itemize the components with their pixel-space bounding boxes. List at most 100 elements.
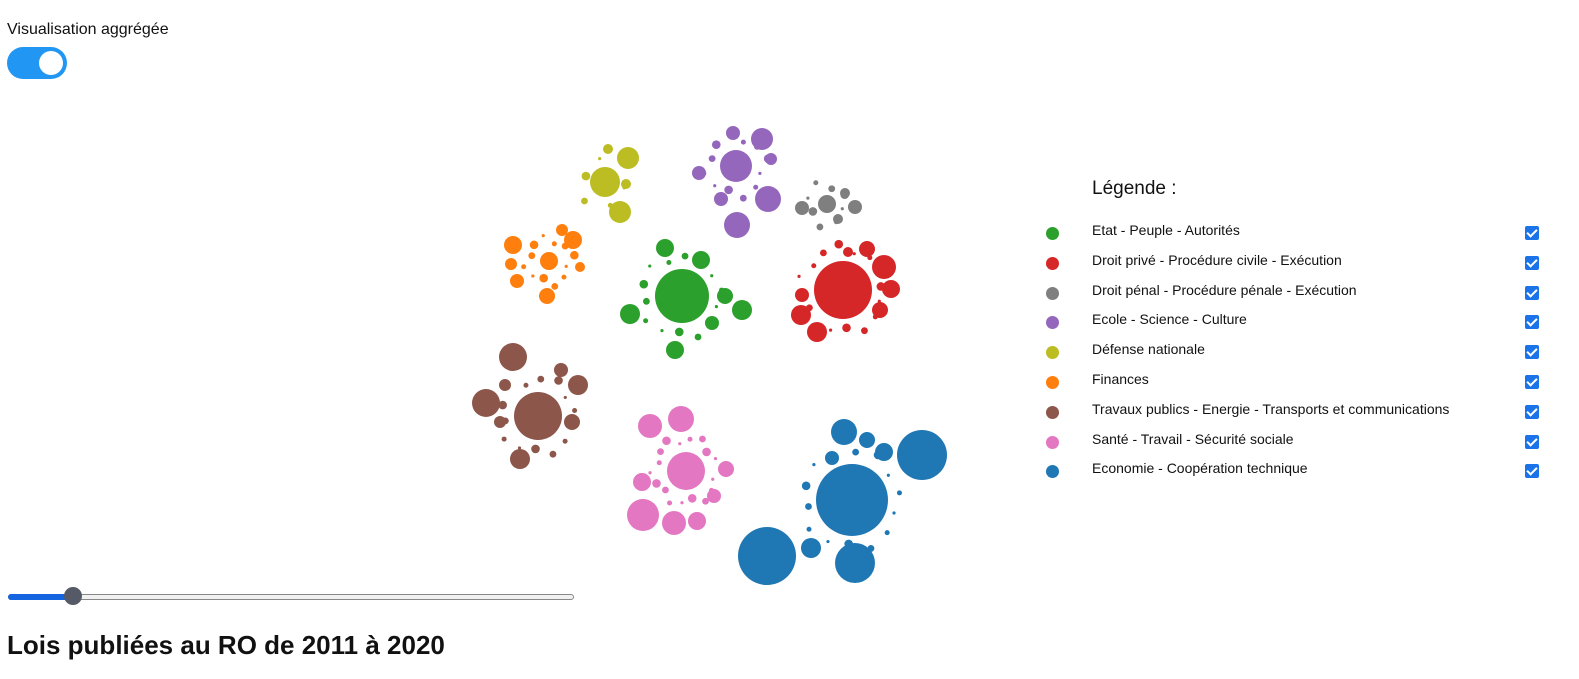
bubble[interactable] [639, 279, 649, 289]
bubble[interactable] [541, 234, 545, 238]
bubble[interactable] [842, 323, 851, 333]
bubble[interactable] [643, 318, 649, 324]
legend-checkbox[interactable] [1525, 375, 1539, 389]
bubble[interactable] [872, 255, 896, 279]
bubble[interactable] [666, 341, 684, 359]
bubble[interactable] [562, 438, 568, 444]
bubble[interactable] [813, 180, 819, 186]
bubble[interactable] [713, 184, 717, 188]
bubble[interactable] [714, 305, 718, 309]
bubble[interactable] [561, 274, 567, 280]
bubble[interactable] [563, 395, 567, 400]
bubble[interactable] [590, 167, 620, 197]
bubble[interactable] [681, 252, 689, 260]
bubble[interactable] [531, 444, 540, 454]
bubble[interactable] [820, 249, 827, 257]
bubble[interactable] [852, 448, 860, 456]
bubble[interactable] [812, 463, 816, 467]
bubble[interactable] [517, 446, 522, 450]
bubble[interactable] [755, 186, 781, 212]
bubble[interactable] [702, 497, 709, 505]
bubble[interactable] [510, 449, 530, 469]
bubble[interactable] [660, 329, 664, 333]
bubble[interactable] [523, 382, 529, 388]
bubble[interactable] [692, 166, 706, 180]
bubble[interactable] [662, 436, 671, 446]
bubble[interactable] [537, 375, 545, 383]
bubble[interactable] [648, 264, 652, 268]
bubble[interactable] [528, 252, 536, 260]
legend-checkbox[interactable] [1525, 434, 1539, 449]
bubble[interactable] [638, 414, 662, 438]
bubble[interactable] [674, 327, 684, 337]
bubble[interactable] [572, 408, 578, 414]
bubble[interactable] [738, 527, 796, 585]
bubble[interactable] [801, 481, 811, 491]
bubble[interactable] [833, 214, 843, 224]
legend-checkbox[interactable] [1525, 226, 1539, 240]
bubble[interactable] [621, 179, 631, 189]
bubble[interactable] [551, 282, 559, 290]
bubble[interactable] [642, 297, 650, 305]
bubble[interactable] [554, 363, 568, 377]
bubble[interactable] [710, 274, 714, 278]
bubble[interactable] [861, 327, 868, 335]
bubble[interactable] [751, 128, 773, 150]
bubble[interactable] [540, 252, 558, 270]
bubble[interactable] [718, 461, 734, 477]
bubble[interactable] [795, 201, 809, 215]
year-slider[interactable] [8, 584, 574, 608]
bubble[interactable] [549, 450, 557, 458]
bubble[interactable] [852, 252, 856, 256]
bubble[interactable] [705, 316, 719, 330]
bubble[interactable] [818, 195, 836, 213]
bubble[interactable] [657, 448, 664, 456]
bubble[interactable] [826, 539, 830, 544]
bubble[interactable] [620, 304, 640, 324]
bubble[interactable] [499, 379, 511, 391]
bubble[interactable] [872, 302, 888, 318]
bubble[interactable] [656, 239, 674, 257]
bubble[interactable] [498, 400, 507, 410]
bubble[interactable] [724, 185, 733, 195]
bubble[interactable] [551, 241, 557, 247]
bubble[interactable] [687, 494, 697, 503]
bubble[interactable] [765, 153, 777, 165]
bubble[interactable] [521, 264, 527, 270]
bubble[interactable] [702, 447, 711, 457]
bubble[interactable] [848, 200, 862, 214]
bubble[interactable] [564, 414, 580, 430]
bubble[interactable] [694, 333, 702, 341]
bubble[interactable] [828, 328, 833, 332]
bubble[interactable] [667, 500, 673, 506]
bubble[interactable] [529, 240, 539, 250]
bubble[interactable] [598, 156, 602, 161]
aggregated-view-toggle[interactable] [7, 47, 67, 79]
slider-thumb[interactable] [63, 587, 82, 605]
bubble[interactable] [554, 376, 563, 385]
bubble[interactable] [667, 452, 705, 490]
bubble[interactable] [843, 247, 853, 257]
bubble[interactable] [720, 150, 752, 182]
legend-checkbox[interactable] [1525, 345, 1539, 360]
bubble[interactable] [884, 530, 890, 536]
bubble[interactable] [814, 261, 872, 319]
bubble[interactable] [564, 231, 582, 249]
bubble[interactable] [711, 477, 715, 481]
bubble[interactable] [501, 436, 507, 442]
bubble[interactable] [504, 236, 522, 254]
bubble[interactable] [581, 171, 591, 181]
bubble[interactable] [717, 288, 733, 304]
bubble[interactable] [835, 543, 875, 583]
bubble[interactable] [897, 430, 947, 480]
bubble[interactable] [892, 511, 896, 515]
bubble[interactable] [652, 479, 661, 488]
bubble[interactable] [539, 288, 555, 304]
bubble[interactable] [739, 194, 747, 202]
bubble[interactable] [648, 471, 652, 475]
bubble[interactable] [656, 460, 662, 466]
bubble[interactable] [603, 144, 613, 154]
bubble[interactable] [795, 288, 809, 302]
bubble[interactable] [494, 416, 506, 428]
bubble[interactable] [714, 192, 728, 206]
